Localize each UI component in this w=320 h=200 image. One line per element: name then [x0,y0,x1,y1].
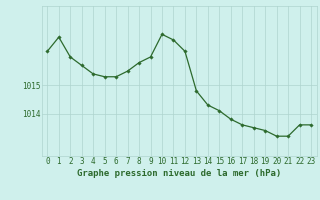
X-axis label: Graphe pression niveau de la mer (hPa): Graphe pression niveau de la mer (hPa) [77,169,281,178]
